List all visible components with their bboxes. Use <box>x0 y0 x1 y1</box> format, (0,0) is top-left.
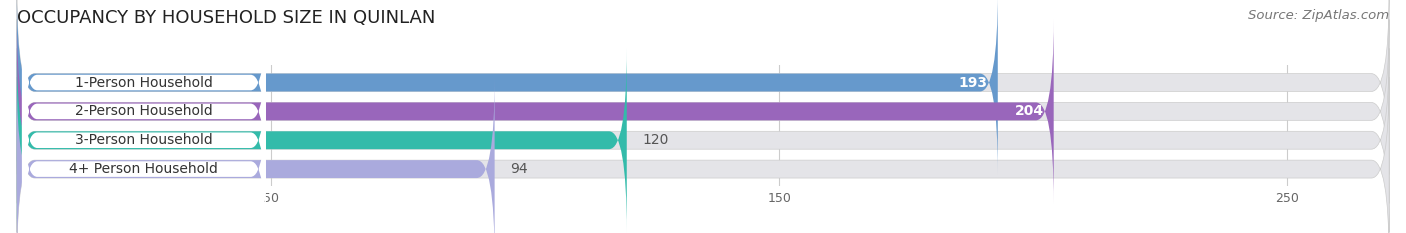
Text: 2-Person Household: 2-Person Household <box>75 104 212 118</box>
Text: 94: 94 <box>510 162 527 176</box>
FancyBboxPatch shape <box>22 90 266 233</box>
Text: 1-Person Household: 1-Person Household <box>75 75 212 89</box>
Text: 3-Person Household: 3-Person Household <box>75 133 212 147</box>
Text: Source: ZipAtlas.com: Source: ZipAtlas.com <box>1249 9 1389 22</box>
FancyBboxPatch shape <box>22 4 266 161</box>
Text: 120: 120 <box>643 133 668 147</box>
FancyBboxPatch shape <box>17 77 1389 233</box>
FancyBboxPatch shape <box>17 19 1053 203</box>
FancyBboxPatch shape <box>17 48 627 232</box>
FancyBboxPatch shape <box>17 19 1389 203</box>
FancyBboxPatch shape <box>17 0 998 175</box>
FancyBboxPatch shape <box>17 77 495 233</box>
Text: 193: 193 <box>959 75 987 89</box>
Text: 4+ Person Household: 4+ Person Household <box>69 162 218 176</box>
Text: OCCUPANCY BY HOUSEHOLD SIZE IN QUINLAN: OCCUPANCY BY HOUSEHOLD SIZE IN QUINLAN <box>17 9 436 27</box>
FancyBboxPatch shape <box>17 0 1389 175</box>
FancyBboxPatch shape <box>22 33 266 190</box>
FancyBboxPatch shape <box>17 48 1389 232</box>
Text: 204: 204 <box>1014 104 1043 118</box>
FancyBboxPatch shape <box>22 62 266 219</box>
